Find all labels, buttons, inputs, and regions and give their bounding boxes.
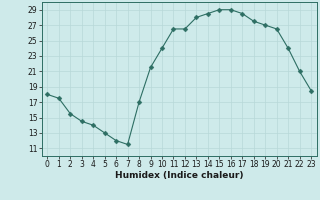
X-axis label: Humidex (Indice chaleur): Humidex (Indice chaleur) xyxy=(115,171,244,180)
